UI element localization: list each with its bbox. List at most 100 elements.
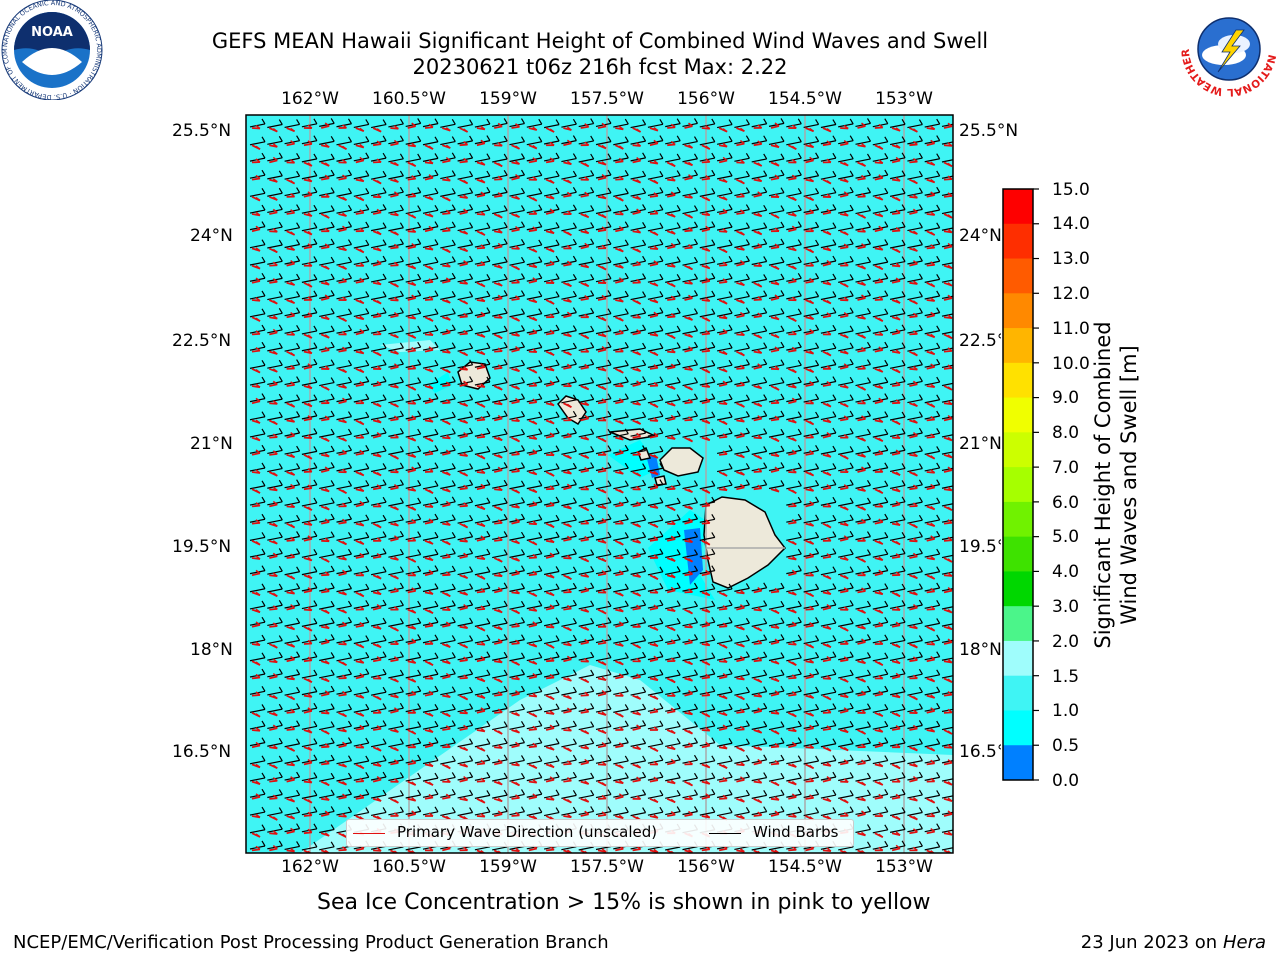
wind-barb-feather bbox=[451, 428, 456, 434]
wave-arrowhead bbox=[497, 142, 503, 147]
wind-barb bbox=[665, 158, 681, 163]
wave-arrowhead bbox=[549, 451, 555, 456]
wind-barb-feather bbox=[278, 136, 283, 142]
wind-barb bbox=[249, 192, 266, 197]
wind-barb-feather bbox=[538, 462, 543, 469]
wind-barb bbox=[267, 519, 283, 524]
wind-barb bbox=[699, 141, 715, 146]
wind-barb bbox=[422, 415, 439, 421]
wave-arrowhead bbox=[705, 419, 711, 424]
wave-arrowhead bbox=[428, 346, 434, 351]
wave-arrowhead bbox=[272, 261, 278, 266]
wave-arrowhead bbox=[532, 501, 538, 506]
wave-arrow bbox=[753, 417, 762, 422]
wind-barb bbox=[647, 467, 664, 472]
wave-arrowhead bbox=[411, 346, 417, 352]
wind-barb bbox=[889, 123, 906, 128]
wave-arrowhead bbox=[549, 208, 555, 213]
wind-barb-feather bbox=[330, 273, 335, 280]
wind-barb-feather bbox=[555, 255, 560, 262]
wave-arrowhead bbox=[774, 452, 780, 457]
wind-barb-feather bbox=[503, 410, 508, 417]
wind-barb-feather bbox=[918, 187, 923, 194]
wind-barb-feather bbox=[711, 496, 716, 503]
wave-arrowhead bbox=[393, 211, 399, 216]
wind-barb-feather bbox=[261, 341, 266, 348]
wind-barb-feather bbox=[936, 238, 941, 245]
wind-barb bbox=[768, 484, 785, 490]
wind-barb-feather bbox=[347, 496, 353, 503]
wind-barb bbox=[595, 433, 612, 438]
wind-barb bbox=[440, 295, 456, 300]
wind-barb-feather bbox=[520, 187, 526, 194]
wind-barb-feather bbox=[434, 221, 439, 227]
wind-barb-feather bbox=[832, 324, 837, 331]
wave-arrowhead bbox=[342, 368, 347, 373]
wind-barb bbox=[595, 278, 612, 283]
wind-barb bbox=[440, 467, 456, 472]
wind-barb bbox=[872, 433, 888, 438]
wave-arrowhead bbox=[601, 265, 607, 271]
wind-barb bbox=[370, 347, 387, 352]
wind-barb bbox=[907, 467, 923, 473]
wave-arrowhead bbox=[912, 247, 918, 252]
wind-barb-feather bbox=[555, 496, 560, 503]
wind-barb bbox=[941, 399, 953, 403]
wave-arrow bbox=[269, 607, 278, 611]
wind-barb-feather bbox=[607, 393, 612, 400]
wave-arrow bbox=[718, 607, 728, 611]
wave-arrow bbox=[251, 280, 261, 284]
wind-barb-feather bbox=[399, 376, 404, 383]
wave-arrow bbox=[822, 434, 832, 439]
wind-barb-feather bbox=[296, 394, 301, 401]
wind-barb-feather bbox=[676, 170, 681, 176]
wave-arrowhead bbox=[393, 433, 399, 439]
wind-barb-feather bbox=[866, 325, 872, 332]
wind-barb-feather bbox=[954, 498, 957, 503]
wave-arrow bbox=[684, 176, 693, 181]
wind-barb bbox=[924, 450, 940, 455]
wind-barb-feather bbox=[451, 324, 456, 331]
wind-barb bbox=[924, 381, 940, 386]
wave-arrowhead bbox=[463, 230, 469, 235]
wind-barb bbox=[838, 278, 854, 283]
wave-arrowhead bbox=[393, 333, 399, 339]
wind-barb-feather bbox=[936, 255, 941, 262]
wave-arrowhead bbox=[342, 159, 347, 164]
wind-barb bbox=[734, 243, 750, 249]
wave-arrow bbox=[909, 434, 918, 439]
wind-barb-feather bbox=[936, 446, 941, 452]
wind-barb-feather bbox=[607, 428, 612, 435]
wave-arrowhead bbox=[307, 296, 313, 301]
wave-arrowhead bbox=[515, 265, 520, 271]
wave-arrowhead bbox=[601, 451, 607, 456]
wind-barb bbox=[388, 227, 404, 232]
wave-arrowhead bbox=[705, 489, 711, 494]
wave-arrow bbox=[424, 452, 434, 456]
wind-barb bbox=[474, 175, 491, 180]
wind-barb-feather bbox=[659, 497, 664, 503]
wind-barb-feather bbox=[849, 186, 854, 193]
wind-barb-feather bbox=[954, 531, 957, 536]
wind-barb-feather bbox=[261, 324, 266, 331]
wave-arrowhead bbox=[843, 334, 849, 339]
wind-barb-feather bbox=[434, 445, 439, 451]
wave-arrowhead bbox=[255, 449, 261, 454]
wave-arrowhead bbox=[532, 263, 538, 268]
wind-barb-feather bbox=[538, 239, 543, 246]
wind-barb bbox=[751, 347, 767, 352]
wind-barb bbox=[336, 433, 352, 438]
wind-barb-feather bbox=[693, 118, 699, 124]
wind-barb-feather bbox=[451, 360, 456, 366]
wave-arrowhead bbox=[826, 471, 832, 476]
wind-barb bbox=[543, 278, 560, 283]
wind-barb-feather bbox=[555, 119, 560, 125]
wind-barb-feather bbox=[330, 169, 335, 176]
wind-barb-feather bbox=[486, 514, 491, 521]
wave-arrowhead bbox=[445, 127, 451, 132]
wind-barb-feather bbox=[296, 376, 301, 382]
wind-barb bbox=[699, 433, 715, 438]
wind-barb-feather bbox=[866, 377, 872, 383]
wave-arrowhead bbox=[878, 145, 884, 150]
wind-barb bbox=[509, 261, 525, 266]
